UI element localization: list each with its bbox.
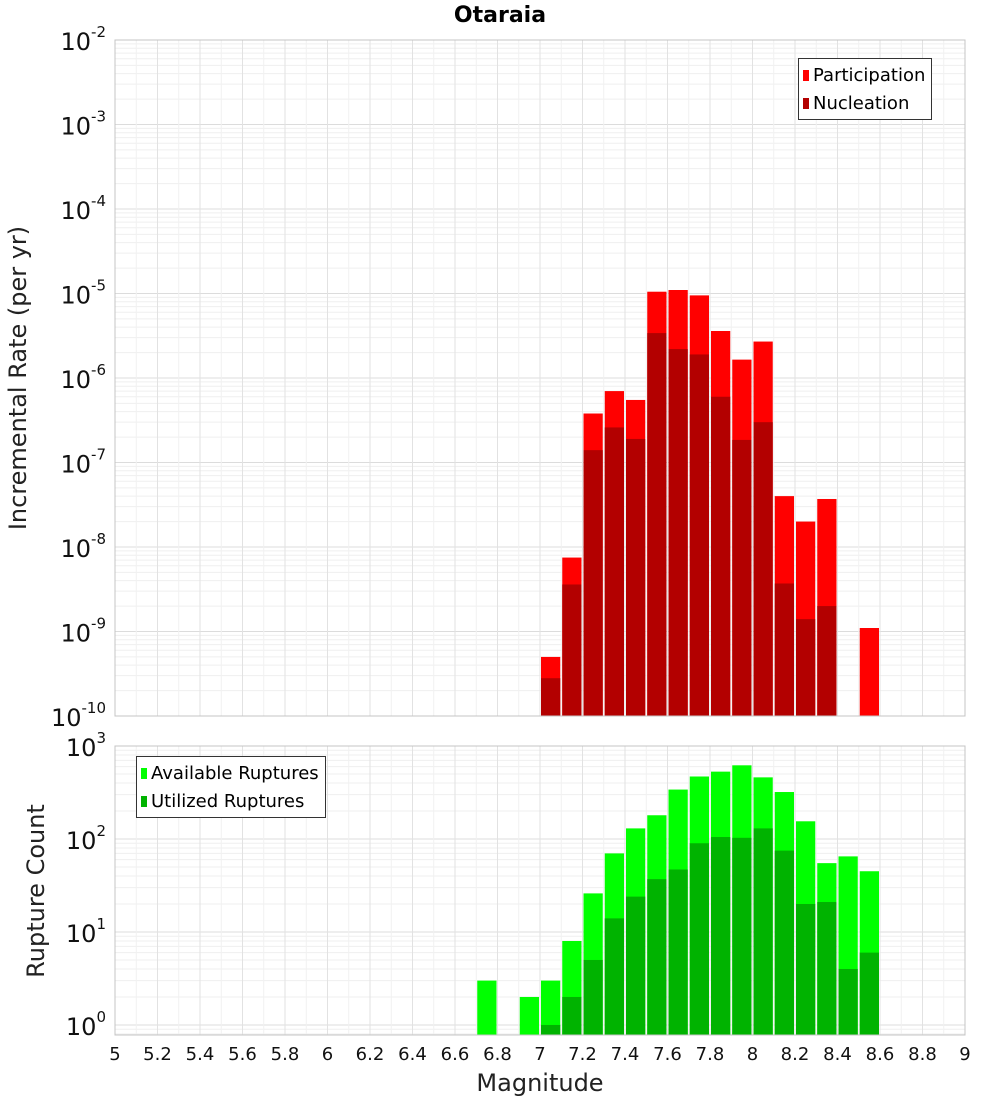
- top-bar-nucleation: [647, 333, 667, 716]
- bottom-y-axis-label: Rupture Count: [22, 804, 50, 978]
- top-plot-area: 10-10 10-9 10-8 10-7 10-6 10-5 10-4 10-3 10-2: [51, 23, 966, 732]
- legend-label-utilized: Utilized Ruptures: [151, 790, 305, 812]
- x-tick-label: 5.6: [228, 1044, 257, 1065]
- bottom-bar-utilized-ruptures: [647, 879, 667, 1035]
- top-y-tick-label: 10-2: [60, 23, 106, 56]
- top-y-tick-label: 10-4: [60, 192, 106, 225]
- top-legend: Participation Nucleation: [798, 58, 933, 120]
- top-bar-participation: [859, 628, 879, 716]
- x-tick-label: 8.2: [781, 1044, 810, 1065]
- bottom-bar-utilized-ruptures: [668, 869, 688, 1035]
- legend-item-participation: Participation: [803, 61, 925, 89]
- top-bar-nucleation: [817, 606, 837, 716]
- x-tick-label: 9: [959, 1044, 970, 1065]
- legend-swatch-available: [141, 767, 147, 779]
- x-tick-label: 8: [747, 1044, 758, 1065]
- top-y-tick-label: 10-3: [60, 108, 106, 141]
- x-tick-label: 7.8: [696, 1044, 725, 1065]
- x-axis-label: Magnitude: [476, 1069, 603, 1097]
- top-y-tick-label: 10-5: [60, 277, 106, 310]
- x-tick-label: 6.6: [441, 1044, 470, 1065]
- bottom-plot-area: 100 101 102 103 5 5.2 5.4 5.6 5.8 6 6.2 6.4 6.6 6.8 7 7…: [66, 729, 971, 1065]
- x-tick-label: 6.4: [398, 1044, 427, 1065]
- top-bar-nucleation: [753, 422, 773, 716]
- top-bar-nucleation: [604, 427, 624, 716]
- bottom-bar-utilized-ruptures: [817, 902, 837, 1035]
- top-y-tick-label: 10-8: [60, 530, 106, 563]
- bottom-bar-utilized-ruptures: [583, 959, 603, 1035]
- bottom-bar-available-ruptures: [477, 980, 497, 1035]
- bottom-bar-utilized-ruptures: [753, 828, 773, 1035]
- top-bar-nucleation: [541, 678, 561, 716]
- bottom-bar-utilized-ruptures: [774, 850, 794, 1035]
- legend-label-participation: Participation: [813, 64, 926, 86]
- top-plot-border: [114, 39, 966, 717]
- bottom-bar-utilized-ruptures: [562, 996, 582, 1035]
- bottom-bar-utilized-ruptures: [711, 837, 731, 1035]
- bottom-bar-available-ruptures: [519, 996, 539, 1035]
- bottom-legend: Available Ruptures Utilized Ruptures: [136, 756, 326, 818]
- bottom-bar-utilized-ruptures: [796, 903, 816, 1035]
- top-y-tick-label: 10-10: [51, 699, 106, 732]
- bottom-bar-utilized-ruptures: [604, 918, 624, 1035]
- top-bar-nucleation: [732, 439, 752, 716]
- x-tick-label: 5.2: [143, 1044, 172, 1065]
- legend-swatch-utilized: [141, 795, 147, 807]
- legend-swatch-nucleation: [803, 97, 809, 109]
- top-y-axis-label: Incremental Rate (per yr): [4, 226, 32, 530]
- x-tick-label: 8.6: [866, 1044, 895, 1065]
- x-tick-label: 8.4: [823, 1044, 852, 1065]
- bottom-bar-utilized-ruptures: [859, 952, 879, 1035]
- x-tick-label: 6.8: [483, 1044, 512, 1065]
- legend-item-nucleation: Nucleation: [803, 89, 925, 117]
- bottom-bar-utilized-ruptures: [838, 968, 858, 1035]
- x-tick-label: 7.4: [611, 1044, 640, 1065]
- bottom-y-tick-label: 102: [66, 822, 106, 855]
- bottom-y-tick-label: 100: [66, 1008, 106, 1041]
- x-tick-label: 7.6: [653, 1044, 682, 1065]
- legend-item-available: Available Ruptures: [141, 759, 319, 787]
- bottom-bar-utilized-ruptures: [689, 843, 709, 1035]
- top-bar-nucleation: [668, 349, 688, 716]
- legend-label-available: Available Ruptures: [151, 762, 319, 784]
- top-bar-nucleation: [711, 396, 731, 716]
- x-tick-label: 6.2: [356, 1044, 385, 1065]
- chart-title: Otaraia: [454, 3, 546, 28]
- top-y-tick-label: 10-6: [60, 361, 106, 394]
- top-y-tick-label: 10-7: [60, 446, 106, 479]
- top-bar-nucleation: [774, 583, 794, 716]
- x-tick-label: 7.2: [568, 1044, 597, 1065]
- bottom-bar-utilized-ruptures: [626, 896, 646, 1035]
- top-bar-nucleation: [626, 438, 646, 716]
- x-tick-label: 5.8: [271, 1044, 300, 1065]
- bottom-y-tick-label: 101: [66, 915, 106, 948]
- x-tick-label: 7: [534, 1044, 545, 1065]
- top-bar-nucleation: [689, 354, 709, 716]
- legend-item-utilized: Utilized Ruptures: [141, 787, 319, 815]
- x-tick-label: 8.8: [908, 1044, 937, 1065]
- top-bar-nucleation: [796, 619, 816, 716]
- x-tick-label: 5.4: [186, 1044, 215, 1065]
- bottom-bar-utilized-ruptures: [541, 1024, 561, 1035]
- bottom-bar-available-ruptures: [541, 980, 561, 1035]
- x-tick-label: 5: [109, 1044, 120, 1065]
- bottom-plot-border: [114, 745, 966, 1036]
- legend-label-nucleation: Nucleation: [813, 92, 910, 114]
- top-bar-nucleation: [562, 584, 582, 716]
- legend-swatch-participation: [803, 69, 809, 81]
- bottom-bar-utilized-ruptures: [732, 837, 752, 1035]
- top-y-tick-label: 10-9: [60, 615, 106, 648]
- x-tick-label: 6: [322, 1044, 333, 1065]
- bottom-y-tick-label: 103: [66, 729, 106, 762]
- top-bar-nucleation: [583, 450, 603, 716]
